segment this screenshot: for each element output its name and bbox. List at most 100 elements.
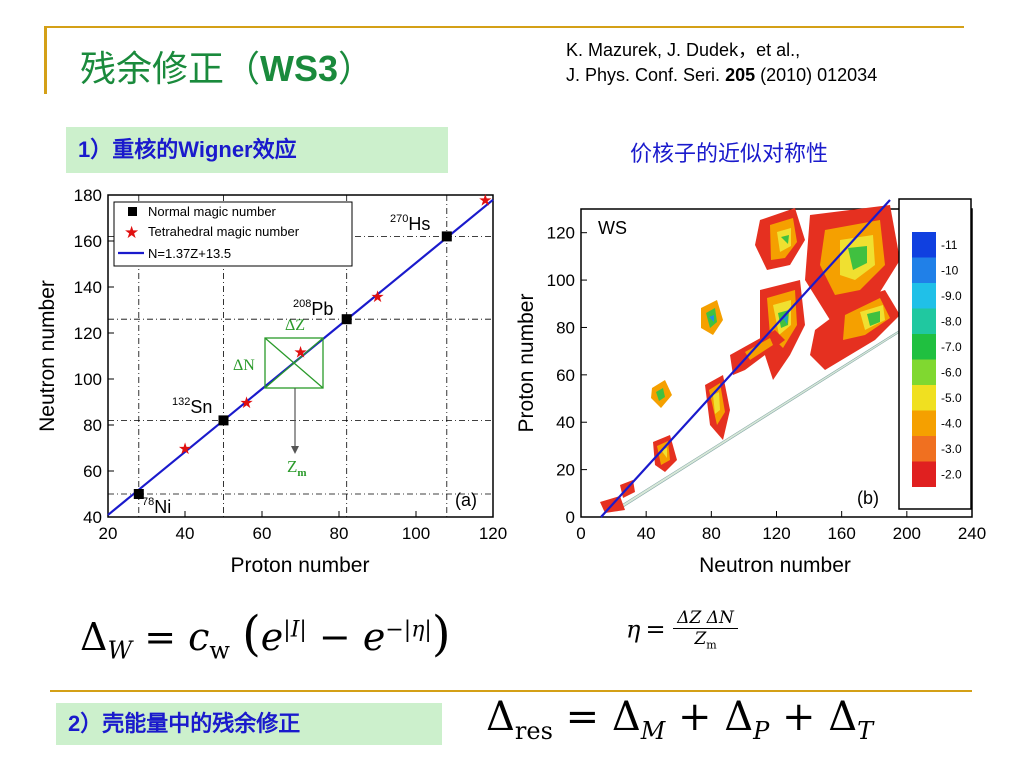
- plot-b-xtick-label: 40: [637, 524, 656, 543]
- normal-magic-point: [341, 314, 352, 325]
- delta-n-label: ΔN: [233, 357, 255, 374]
- plot-b-tag: WS: [598, 218, 627, 238]
- plot-a-frame: [107, 194, 494, 518]
- plot-b-ytick-label: 120: [547, 224, 575, 243]
- colorbar-label: -11: [941, 238, 958, 252]
- slide-title: 残余修正（WS3）: [80, 48, 375, 90]
- plot-b-xtick-label: 80: [702, 524, 721, 543]
- colorbar-label: -3.0: [941, 442, 962, 456]
- plot-a-ytick-label: 100: [74, 370, 102, 389]
- normal-magic-point: [441, 231, 452, 242]
- plot-a-panel-label: (a): [455, 490, 477, 510]
- bottom-rule: [50, 690, 972, 692]
- pb-label: 208Pb: [293, 298, 333, 319]
- plot-a-xtick-label: 80: [330, 524, 349, 543]
- plot-a-ytick-label: 40: [83, 508, 102, 527]
- legend-item-normal: Normal magic number: [148, 204, 277, 219]
- normal-magic-point: [133, 489, 144, 499]
- colorbar-label: -6.0: [941, 366, 962, 380]
- ni-label: 78Ni: [142, 496, 171, 517]
- colorbar-label: -4.0: [941, 417, 962, 431]
- blob-right-low: [810, 290, 900, 370]
- colorbar-swatch: [912, 410, 936, 436]
- reference-line-1: K. Mazurek, J. Dudek，et al.,: [566, 40, 801, 60]
- plot-b-xtick-label: 120: [762, 524, 790, 543]
- plot-a-xtick-label: 60: [253, 524, 272, 543]
- tetrahedral-magic-point: ★: [178, 441, 192, 458]
- zm-label: Zm: [287, 457, 307, 479]
- blob-upper-right: [805, 205, 900, 320]
- colorbar-swatch: [912, 232, 936, 258]
- colorbar-swatch: [912, 308, 936, 334]
- colorbar-swatch: [912, 334, 936, 360]
- plot-a-ytick-label: 60: [83, 462, 102, 481]
- symmetry-line: [600, 199, 891, 518]
- section-1-label: 1）重核的Wigner效应: [66, 127, 448, 173]
- colorbar-swatch: [912, 461, 936, 487]
- plot-a-xtick-label: 120: [479, 524, 507, 543]
- blob-pb-region: [760, 280, 805, 380]
- plot-a-ytick-label: 120: [74, 324, 102, 343]
- blob-small-left: [651, 380, 672, 408]
- plot-b-ytick-label: 0: [566, 508, 575, 527]
- plot-b-ytick-label: 40: [556, 413, 575, 432]
- plot-b-xtick-label: 160: [827, 524, 855, 543]
- plot-a-ylabel: Neutron number: [36, 280, 59, 432]
- plot-a-ytick-label: 180: [74, 186, 102, 205]
- reference-citation: K. Mazurek, J. Dudek，et al., J. Phys. Co…: [566, 38, 877, 88]
- colorbar-label: -10: [941, 264, 959, 278]
- legend-star-marker: ★: [124, 223, 139, 242]
- hs-label: 270Hs: [390, 213, 430, 234]
- colorbar-swatch: [912, 385, 936, 411]
- title-accent-horizontal: [44, 26, 964, 28]
- plot-b-caption: 价核子的近似对称性: [630, 142, 829, 167]
- reference-line-2: J. Phys. Conf. Seri. 205 (2010) 012034: [566, 65, 878, 85]
- wigner-formula: ΔW = cw (e|I| − e−|η|): [80, 606, 451, 665]
- plot-a-xlabel: Proton number: [231, 554, 370, 577]
- title-accent-vertical: [44, 26, 47, 94]
- delta-z-label: ΔZ: [285, 317, 305, 334]
- plot-b-xtick-label: 200: [893, 524, 921, 543]
- colorbar-swatch: [912, 436, 936, 462]
- colorbar-swatch: [912, 283, 936, 309]
- section-2-label: 2）壳能量中的残余修正: [56, 703, 442, 745]
- sn-label: 132Sn: [172, 396, 212, 417]
- plot-a-xtick-label: 40: [176, 524, 195, 543]
- colorbar-label: -2.0: [941, 468, 962, 482]
- plot-b-ytick-label: 80: [556, 318, 575, 337]
- heatmap-regions: [600, 205, 901, 513]
- plot-b-ytick-label: 100: [547, 271, 575, 290]
- blob-sn-region: [705, 375, 730, 440]
- blob-low-left: [653, 435, 677, 472]
- plot-b-xtick-label: 240: [958, 524, 986, 543]
- blob-upper-mid: [755, 208, 805, 270]
- residual-formula: Δres = ΔM + ΔP + ΔT: [486, 694, 874, 745]
- plot-a-xtick-label: 20: [99, 524, 118, 543]
- plot-b: 0 40 80 120 160 200 240 0 20 40 60 80 100 120 Neutron…: [515, 198, 986, 577]
- colorbar-label: -8.0: [941, 315, 962, 329]
- colorbar-label: -7.0: [941, 340, 962, 354]
- plot-b-ytick-label: 60: [556, 366, 575, 385]
- blob-mid-diagonal: [730, 330, 785, 375]
- tetrahedral-magic-point: ★: [370, 289, 384, 306]
- plot-b-panel-label: (b): [857, 488, 879, 508]
- plot-a-ytick-label: 140: [74, 278, 102, 297]
- delta-box: [264, 337, 324, 389]
- plot-b-ytick-label: 20: [556, 461, 575, 480]
- legend-item-tetrahedral: Tetrahedral magic number: [148, 224, 300, 239]
- colorbar: -11 -10 -9.0 -8.0 -7.0 -6.0 -5.0 -4.0 -3.0 -2.0: [898, 198, 972, 510]
- plot-a-ytick-label: 160: [74, 232, 102, 251]
- plot-b-ylabel: Proton number: [515, 294, 538, 433]
- plot-b-xlabel: Neutron number: [699, 554, 851, 577]
- colorbar-label: -5.0: [941, 391, 962, 405]
- colorbar-swatch: [912, 257, 936, 283]
- tetrahedral-magic-point: ★: [293, 344, 307, 361]
- tetrahedral-magic-point: ★: [478, 193, 492, 210]
- colorbar-label: -9.0: [941, 289, 962, 303]
- legend-item-fit: N=1.37Z+13.5: [148, 246, 231, 261]
- normal-magic-point: [218, 415, 229, 426]
- blob-n82-peak: [701, 300, 723, 335]
- legend-square-marker: [128, 207, 137, 216]
- eta-formula: η = ΔZ ΔN Zm: [626, 608, 738, 651]
